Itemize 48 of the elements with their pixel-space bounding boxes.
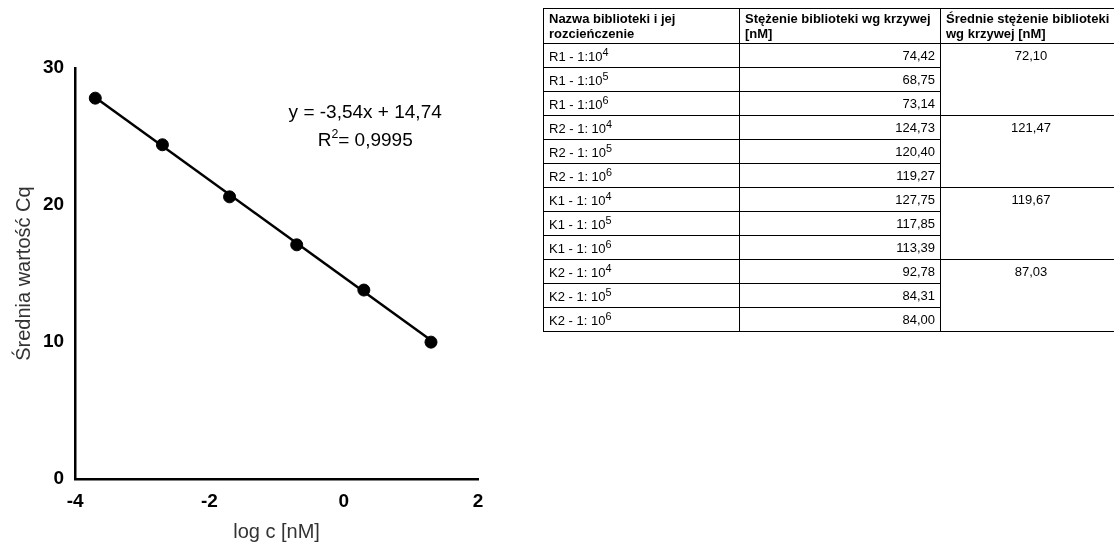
x-axis-title: log c [nM] bbox=[233, 519, 320, 542]
text: K2 - 1: 10$^{4}$ bbox=[549, 262, 612, 281]
y-tick-label: 10 bbox=[42, 330, 65, 352]
text: K2 - 1: 10$^{5}$ bbox=[549, 286, 612, 305]
x-tick-label: 0 bbox=[338, 489, 349, 511]
category-label: Średnie stężenie biblioteki wg krzywej [nM] bbox=[940, 8, 1114, 44]
text: 73,14 bbox=[902, 96, 935, 111]
y-tick-label: 30 bbox=[42, 56, 65, 78]
x-tick-label: -4 bbox=[66, 489, 85, 511]
y-tick-label: 20 bbox=[42, 193, 65, 215]
x-tick-label: 2 bbox=[472, 489, 484, 511]
annotation: y = -3,54x + 14,74 bbox=[288, 101, 443, 122]
point bbox=[424, 335, 438, 349]
text: 84,00 bbox=[902, 312, 935, 327]
text: 119,27 bbox=[896, 168, 935, 183]
category-label: Stężenie biblioteki wg krzywej [nM] bbox=[739, 8, 941, 44]
x-tick-label: -2 bbox=[200, 489, 218, 511]
text: 74,42 bbox=[902, 48, 935, 63]
point bbox=[88, 91, 102, 105]
text: R1 - 1:10$^{6}$ bbox=[549, 94, 609, 113]
text: 72,10 bbox=[1014, 48, 1048, 64]
point bbox=[357, 283, 371, 297]
text: 68,75 bbox=[902, 72, 935, 87]
text: 87,03 bbox=[1014, 264, 1048, 280]
text: 92,78 bbox=[902, 264, 935, 279]
text: K1 - 1: 10$^{5}$ bbox=[549, 214, 612, 233]
text: K1 - 1: 10$^{4}$ bbox=[549, 190, 612, 209]
text: R2 - 1: 10$^{5}$ bbox=[549, 142, 613, 161]
text: 117,85 bbox=[896, 216, 935, 231]
text: 84,31 bbox=[902, 288, 935, 303]
text: K1 - 1: 10$^{6}$ bbox=[549, 238, 612, 257]
text: R1 - 1:10$^{5}$ bbox=[549, 70, 609, 89]
text: R1 - 1:10$^{4}$ bbox=[549, 46, 609, 65]
text: 113,39 bbox=[896, 240, 935, 255]
category-label: Nazwa biblioteki i jej rozcieńczenie bbox=[543, 8, 740, 44]
y-axis-title: Średnia wartość Cq bbox=[10, 186, 34, 361]
text: 120,40 bbox=[895, 144, 935, 159]
point bbox=[290, 238, 304, 252]
point bbox=[155, 138, 169, 152]
text: 121,47 bbox=[1011, 120, 1051, 136]
text: R2 - 1: 10$^{4}$ bbox=[549, 118, 613, 137]
text: 127,75 bbox=[895, 192, 935, 207]
text: R2 - 1: 10$^{6}$ bbox=[549, 166, 613, 185]
point bbox=[223, 190, 237, 204]
y-tick-label: 0 bbox=[53, 467, 65, 489]
text: 119,67 bbox=[1011, 192, 1051, 208]
text: K2 - 1: 10$^{6}$ bbox=[549, 310, 612, 329]
text: 124,73 bbox=[895, 120, 935, 135]
